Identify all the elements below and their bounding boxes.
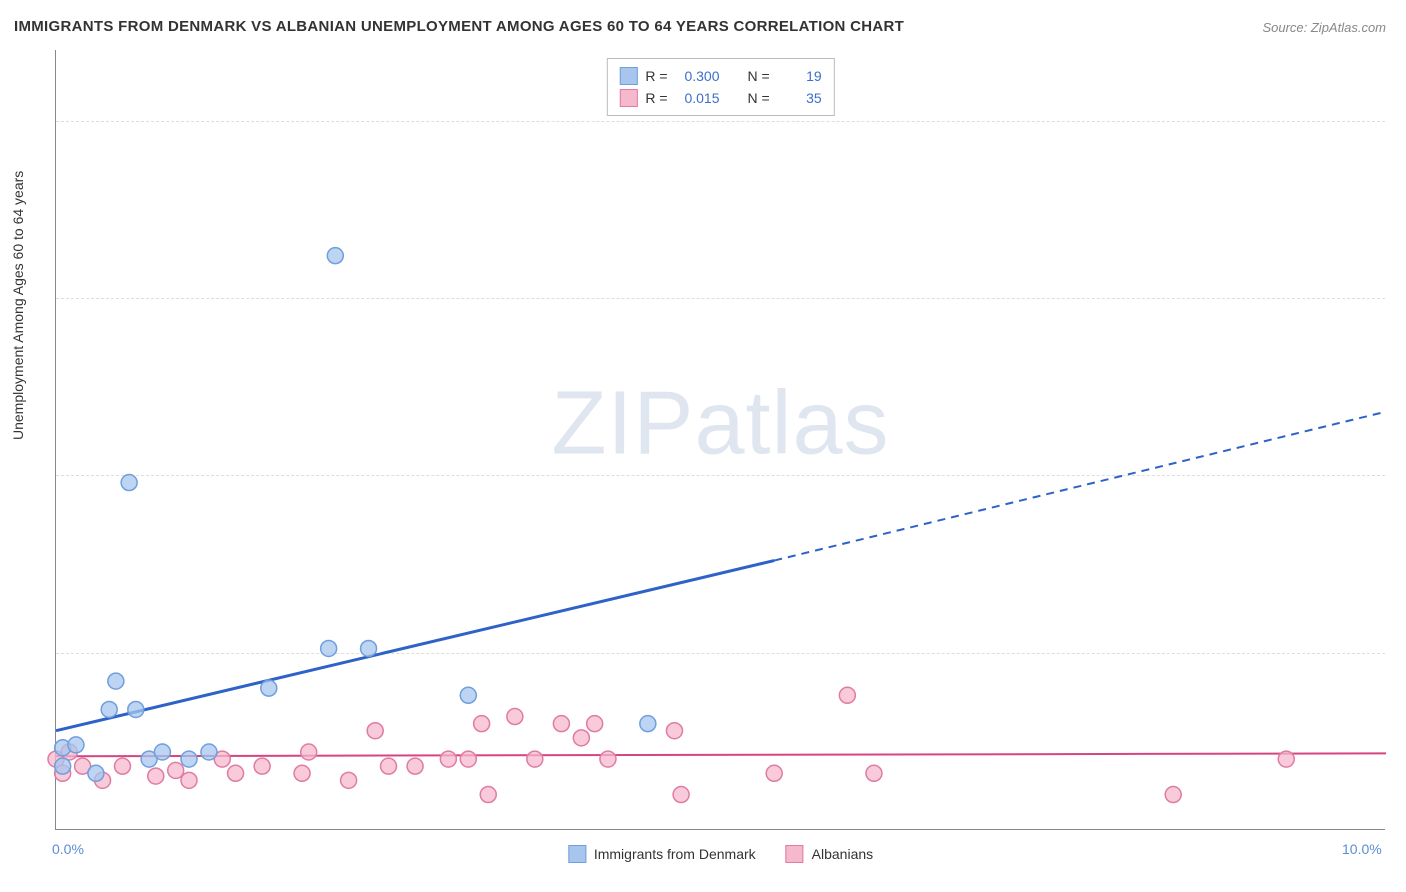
data-point	[201, 744, 217, 760]
legend-label-albanians: Albanians	[812, 846, 874, 862]
data-point	[573, 730, 589, 746]
data-point	[327, 248, 343, 264]
legend-item-albanians: Albanians	[786, 845, 874, 863]
data-point	[527, 751, 543, 767]
data-point	[128, 701, 144, 717]
plot-area: ZIPatlas 12.5%25.0%37.5%50.0% R = 0.300 …	[55, 50, 1385, 830]
data-point	[181, 751, 197, 767]
chart-title: IMMIGRANTS FROM DENMARK VS ALBANIAN UNEM…	[14, 18, 904, 35]
data-point	[587, 716, 603, 732]
data-point	[341, 772, 357, 788]
data-point	[254, 758, 270, 774]
data-point	[839, 687, 855, 703]
x-tick-label: 10.0%	[1342, 841, 1382, 857]
data-point	[460, 687, 476, 703]
data-point	[407, 758, 423, 774]
data-point	[88, 765, 104, 781]
data-point	[381, 758, 397, 774]
data-point	[108, 673, 124, 689]
data-point	[301, 744, 317, 760]
trend-line-extrapolated	[774, 412, 1386, 561]
data-point	[673, 787, 689, 803]
data-point	[154, 744, 170, 760]
data-point	[115, 758, 131, 774]
data-point	[321, 640, 337, 656]
swatch-albanians-icon	[786, 845, 804, 863]
data-point	[474, 716, 490, 732]
legend-item-denmark: Immigrants from Denmark	[568, 845, 756, 863]
data-point	[261, 680, 277, 696]
data-point	[1278, 751, 1294, 767]
data-point	[866, 765, 882, 781]
data-point	[55, 758, 71, 774]
data-point	[121, 475, 137, 491]
legend-label-denmark: Immigrants from Denmark	[594, 846, 756, 862]
source-attribution: Source: ZipAtlas.com	[1262, 20, 1386, 35]
data-point	[168, 762, 184, 778]
data-point	[181, 772, 197, 788]
data-point	[101, 701, 117, 717]
data-point	[148, 768, 164, 784]
plot-svg	[56, 50, 1385, 829]
swatch-denmark-icon	[568, 845, 586, 863]
data-point	[480, 787, 496, 803]
x-tick-label: 0.0%	[52, 841, 84, 857]
data-point	[361, 640, 377, 656]
data-point	[367, 723, 383, 739]
data-point	[294, 765, 310, 781]
data-point	[600, 751, 616, 767]
trend-line	[56, 753, 1386, 756]
data-point	[640, 716, 656, 732]
data-point	[507, 709, 523, 725]
data-point	[68, 737, 84, 753]
correlation-chart: IMMIGRANTS FROM DENMARK VS ALBANIAN UNEM…	[0, 0, 1406, 892]
y-axis-label: Unemployment Among Ages 60 to 64 years	[10, 171, 26, 440]
data-point	[228, 765, 244, 781]
data-point	[440, 751, 456, 767]
data-point	[460, 751, 476, 767]
data-point	[553, 716, 569, 732]
data-point	[666, 723, 682, 739]
trend-line	[56, 561, 774, 731]
data-point	[766, 765, 782, 781]
series-legend: Immigrants from Denmark Albanians	[568, 845, 873, 863]
data-point	[1165, 787, 1181, 803]
